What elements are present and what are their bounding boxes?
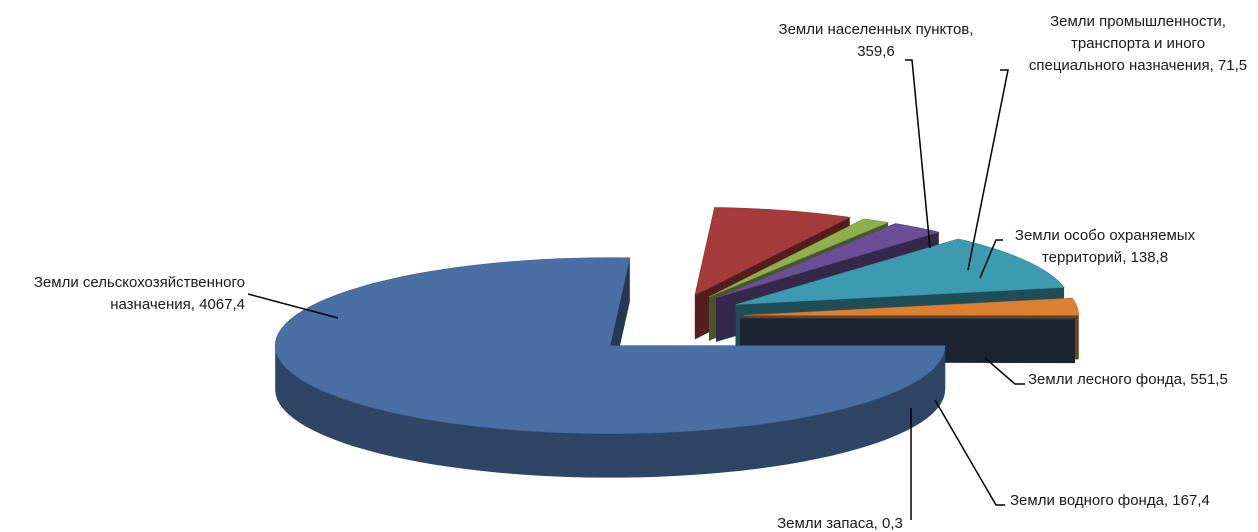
- data-label-2-line-1: транспорта и иного: [1071, 35, 1205, 52]
- data-label-6-line-0: Земли запаса, 0,3: [777, 515, 903, 532]
- data-label-3-line-1: территорий, 138,8: [1042, 249, 1168, 266]
- data-label-5-line-0: Земли водного фонда, 167,4: [1010, 492, 1210, 509]
- data-label-1-line-0: Земли населенных пунктов,: [779, 21, 974, 38]
- leader-line-4: [984, 357, 1025, 385]
- pie-slice-3: [715, 223, 940, 299]
- data-label-3-line-0: Земли особо охраняемых: [1015, 227, 1196, 244]
- pie-slice-4: [735, 238, 1065, 305]
- data-label-1-line-1: 359,6: [857, 43, 895, 60]
- leader-line-5: [934, 399, 1005, 506]
- pie-slice-0: [274, 257, 946, 434]
- data-label-0-line-1: назначения, 4067,4: [110, 296, 245, 313]
- pie-slice-1: [694, 207, 851, 296]
- pie-slice-wall: [275, 345, 946, 478]
- leader-line-2: [967, 69, 1009, 271]
- data-label-2-line-0: Земли промышленности,: [1050, 13, 1226, 30]
- data-label-4-line-0: Земли лесного фонда, 551,5: [1028, 371, 1228, 388]
- data-label-0-line-0: Земли сельскохозяйственного: [34, 274, 245, 291]
- pie-slice-5: [743, 297, 1079, 316]
- pie-slice-2: [708, 218, 890, 298]
- pie-slice-6: [739, 317, 1076, 320]
- leader-line-1: [905, 59, 931, 249]
- leader-line-0: [247, 293, 339, 319]
- leader-line-3: [979, 239, 1003, 279]
- data-label-2-line-2: специального назначения, 71,5: [1029, 57, 1247, 74]
